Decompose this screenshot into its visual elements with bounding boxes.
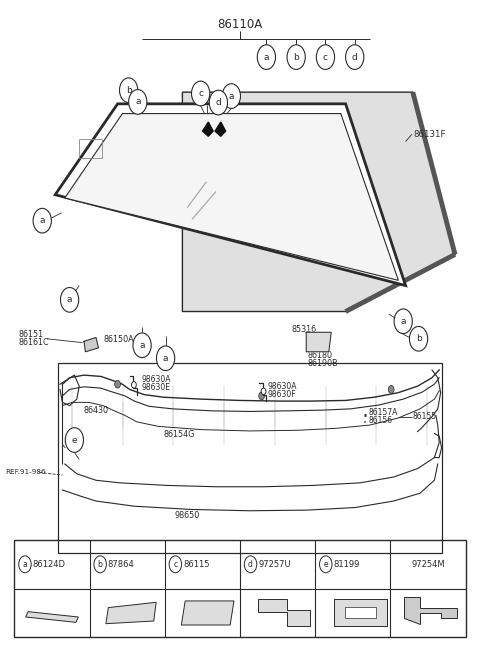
Text: 86155: 86155 xyxy=(413,412,437,421)
Polygon shape xyxy=(55,104,406,286)
Text: b: b xyxy=(416,334,421,343)
Circle shape xyxy=(209,90,228,115)
Polygon shape xyxy=(182,92,455,312)
Polygon shape xyxy=(84,337,98,352)
Text: 97257U: 97257U xyxy=(258,560,291,569)
Polygon shape xyxy=(404,597,457,624)
Circle shape xyxy=(244,556,257,572)
Text: 85316: 85316 xyxy=(292,325,317,334)
Text: REF.91-986: REF.91-986 xyxy=(5,469,46,476)
Text: a: a xyxy=(135,97,141,106)
Text: d: d xyxy=(216,98,221,107)
Text: a: a xyxy=(228,92,234,101)
Circle shape xyxy=(120,78,138,103)
Polygon shape xyxy=(106,602,156,624)
Circle shape xyxy=(133,333,151,358)
Text: e: e xyxy=(72,435,77,445)
Circle shape xyxy=(409,326,428,351)
Circle shape xyxy=(192,81,210,106)
Text: 86430: 86430 xyxy=(84,406,109,415)
Polygon shape xyxy=(345,607,376,618)
Text: c: c xyxy=(173,560,178,569)
Text: a: a xyxy=(67,295,72,304)
Polygon shape xyxy=(306,332,331,352)
Text: 86124D: 86124D xyxy=(33,560,66,569)
Circle shape xyxy=(394,309,412,334)
Text: 86131F: 86131F xyxy=(414,130,446,139)
Text: d: d xyxy=(352,53,358,62)
Text: 86190B: 86190B xyxy=(307,359,338,368)
Text: a: a xyxy=(39,216,45,225)
Circle shape xyxy=(287,45,305,69)
Circle shape xyxy=(129,90,147,114)
Circle shape xyxy=(115,380,120,388)
Circle shape xyxy=(60,288,79,312)
Text: a: a xyxy=(23,560,27,569)
Circle shape xyxy=(156,346,175,371)
Text: 98630F: 98630F xyxy=(268,390,297,399)
Text: e: e xyxy=(324,560,328,569)
Circle shape xyxy=(33,208,51,233)
Circle shape xyxy=(169,556,181,572)
Circle shape xyxy=(388,386,394,393)
Circle shape xyxy=(19,556,31,572)
Text: 86154G: 86154G xyxy=(163,430,194,439)
Text: 86180: 86180 xyxy=(307,351,332,360)
Text: 98630A: 98630A xyxy=(142,375,171,384)
Text: a: a xyxy=(163,354,168,363)
Circle shape xyxy=(94,556,107,572)
Polygon shape xyxy=(335,599,387,626)
Text: b: b xyxy=(293,53,299,62)
Text: 86115: 86115 xyxy=(183,560,210,569)
Polygon shape xyxy=(65,114,398,280)
Circle shape xyxy=(316,45,335,69)
Circle shape xyxy=(132,382,136,388)
Text: 81199: 81199 xyxy=(334,560,360,569)
Text: d: d xyxy=(248,560,253,569)
Circle shape xyxy=(261,388,266,395)
Polygon shape xyxy=(181,601,234,625)
Circle shape xyxy=(257,45,276,69)
Text: 98630A: 98630A xyxy=(268,382,297,391)
Text: 98650: 98650 xyxy=(175,511,200,520)
Text: b: b xyxy=(98,560,103,569)
Text: c: c xyxy=(198,89,203,98)
Circle shape xyxy=(222,84,240,108)
Bar xyxy=(79,139,102,158)
Text: c: c xyxy=(323,53,328,62)
Polygon shape xyxy=(215,122,226,136)
Text: 86110A: 86110A xyxy=(217,18,263,31)
Circle shape xyxy=(346,45,364,69)
Text: 97254M: 97254M xyxy=(411,560,445,569)
Bar xyxy=(14,540,466,637)
Text: 86150A: 86150A xyxy=(103,335,134,344)
Text: 87864: 87864 xyxy=(108,560,134,569)
Text: a: a xyxy=(139,341,145,350)
Polygon shape xyxy=(258,599,310,626)
Text: 86151: 86151 xyxy=(18,330,43,339)
Polygon shape xyxy=(203,122,213,136)
Text: 86157A: 86157A xyxy=(369,408,398,417)
Text: b: b xyxy=(126,86,132,95)
Circle shape xyxy=(65,428,84,452)
Polygon shape xyxy=(26,611,78,622)
Text: a: a xyxy=(264,53,269,62)
Text: 98630E: 98630E xyxy=(142,383,170,392)
Circle shape xyxy=(320,556,332,572)
Circle shape xyxy=(259,392,264,400)
Text: 86156: 86156 xyxy=(369,416,393,425)
Text: a: a xyxy=(400,317,406,326)
Text: 86161C: 86161C xyxy=(18,338,49,347)
Bar xyxy=(58,363,442,553)
